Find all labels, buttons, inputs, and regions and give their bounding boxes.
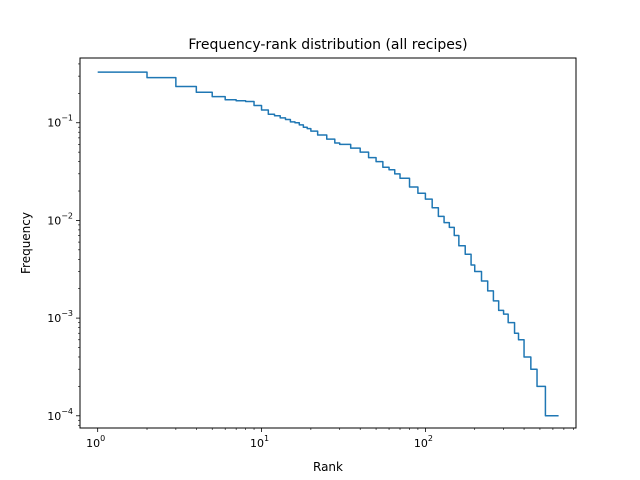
plot-area [97, 71, 559, 417]
y-axis-label: Frequency [19, 212, 33, 274]
y-tick-label: 10−3 [47, 309, 73, 325]
x-tick-label: 100 [86, 434, 105, 450]
plot-frame [79, 57, 577, 429]
x-axis: 100 101 102 [86, 428, 574, 450]
series-line [97, 71, 559, 417]
x-tick-label: 101 [250, 434, 269, 450]
chart-title: Frequency-rank distribution (all recipes… [188, 37, 467, 53]
y-tick-label: 10−2 [47, 211, 73, 227]
y-axis: 10−4 10−3 10−2 10−1 [47, 63, 80, 426]
y-tick-label: 10−4 [47, 407, 73, 423]
x-axis-label: Rank [313, 460, 343, 474]
y-tick-label: 10−1 [47, 114, 73, 130]
x-tick-label: 102 [414, 434, 433, 450]
